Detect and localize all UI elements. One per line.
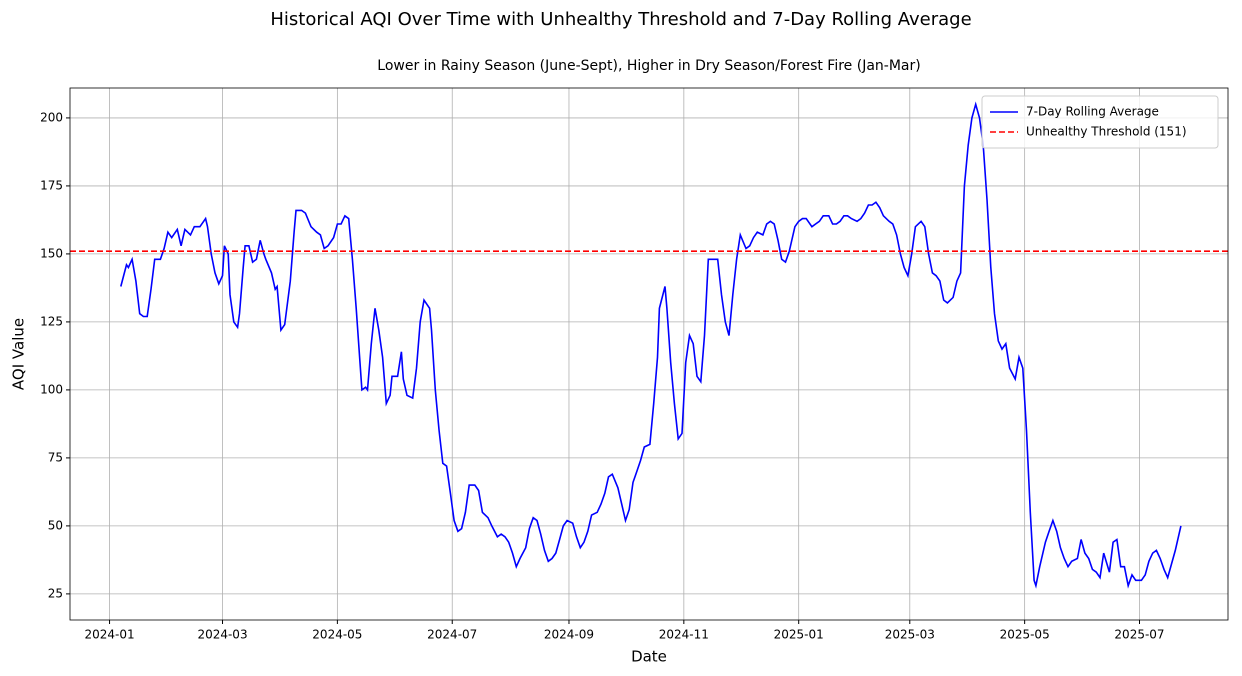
chart-title: Historical AQI Over Time with Unhealthy …	[270, 9, 971, 30]
plot-frame	[69, 87, 1229, 621]
x-tick-label: 2024-09	[544, 628, 594, 642]
legend-label: Unhealthy Threshold (151)	[1026, 125, 1187, 139]
y-tick-label: 50	[48, 518, 63, 532]
y-tick-label: 100	[40, 382, 63, 396]
y-tick-label: 25	[48, 586, 63, 600]
x-tick-label: 2024-05	[312, 628, 362, 642]
y-tick-label: 125	[40, 314, 63, 328]
x-tick-label: 2024-11	[659, 628, 709, 642]
x-tick-label: 2024-07	[427, 628, 477, 642]
y-tick-label: 150	[40, 246, 63, 260]
y-tick-label: 175	[40, 178, 63, 192]
chart-subtitle: Lower in Rainy Season (June-Sept), Highe…	[377, 58, 920, 74]
data-line	[120, 101, 1182, 589]
x-tick-label: 2024-03	[197, 628, 247, 642]
y-axis-label: AQI Value	[10, 318, 28, 390]
x-tick-label: 2025-01	[774, 628, 824, 642]
legend-box	[981, 95, 1219, 149]
x-tick-label: 2024-01	[84, 628, 134, 642]
y-tick-label: 75	[48, 450, 63, 464]
x-tick-label: 2025-07	[1114, 628, 1164, 642]
legend-label: 7-Day Rolling Average	[1026, 105, 1159, 119]
x-tick-label: 2025-05	[1000, 628, 1050, 642]
legend: 7-Day Rolling Average Unhealthy Threshold…	[981, 95, 1219, 149]
x-axis-label: Date	[631, 648, 667, 666]
x-tick-label: 2025-03	[885, 628, 935, 642]
y-tick-label: 200	[40, 110, 63, 124]
